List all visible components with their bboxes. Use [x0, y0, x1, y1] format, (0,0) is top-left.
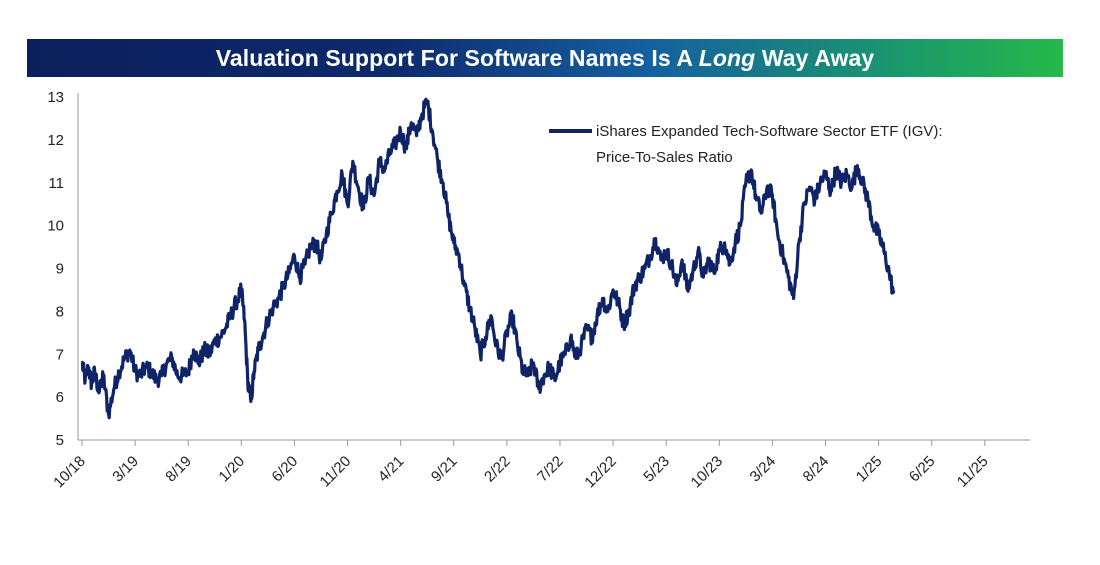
x-tick-label: 7/22 [534, 453, 567, 486]
series-group [80, 97, 896, 420]
y-tick-label: 5 [56, 432, 64, 449]
y-tick-label: 12 [47, 132, 64, 149]
legend: iShares Expanded Tech-Software Sector ET… [549, 123, 943, 166]
chart-title-bar: Valuation Support For Software Names Is … [27, 39, 1063, 77]
y-tick-label: 11 [48, 175, 64, 192]
y-tick-label: 8 [56, 303, 64, 320]
legend-label-line1: iShares Expanded Tech-Software Sector ET… [596, 123, 943, 140]
chart-title-part2: Way Away [755, 44, 875, 71]
x-tick-label: 10/18 [50, 453, 89, 492]
chart-title-emphasis: Long [698, 44, 756, 71]
x-tick-label: 1/20 [215, 453, 248, 486]
x-tick-label: 9/21 [428, 453, 461, 486]
y-tick-label: 9 [56, 261, 64, 278]
legend-label-line2: Price-To-Sales Ratio [596, 149, 733, 166]
x-tick-label: 11/25 [954, 453, 992, 491]
x-tick-label: 8/24 [800, 453, 833, 486]
x-tick-label: 11/20 [317, 453, 355, 491]
x-tick-label: 2/22 [481, 453, 514, 486]
x-tick-label: 6/25 [906, 453, 939, 486]
x-tick-label: 6/20 [269, 453, 302, 486]
y-axis: 5 6 7 8 9 10 11 12 13 [47, 89, 79, 449]
x-tick-label: 10/23 [688, 453, 727, 492]
x-axis: 10/18 3/19 8/19 1/20 6/20 11/20 4/21 9/21 2/22 7/… [50, 439, 1030, 492]
y-tick-label: 7 [56, 346, 64, 363]
series-line-igv-price-to-sales [80, 97, 896, 420]
x-tick-label: 4/21 [375, 453, 408, 486]
x-tick-label: 12/22 [581, 453, 620, 492]
x-tick-label: 3/19 [109, 453, 142, 486]
y-tick-label: 6 [56, 389, 64, 406]
chart-title-part1: Valuation Support For Software Names Is … [215, 44, 699, 71]
x-tick-label: 1/25 [853, 453, 886, 486]
x-tick-label: 3/24 [747, 453, 780, 486]
x-tick-label: 8/19 [162, 453, 195, 486]
x-tick-label: 5/23 [640, 453, 673, 486]
y-tick-label: 10 [47, 218, 64, 235]
y-tick-label: 13 [47, 89, 64, 106]
